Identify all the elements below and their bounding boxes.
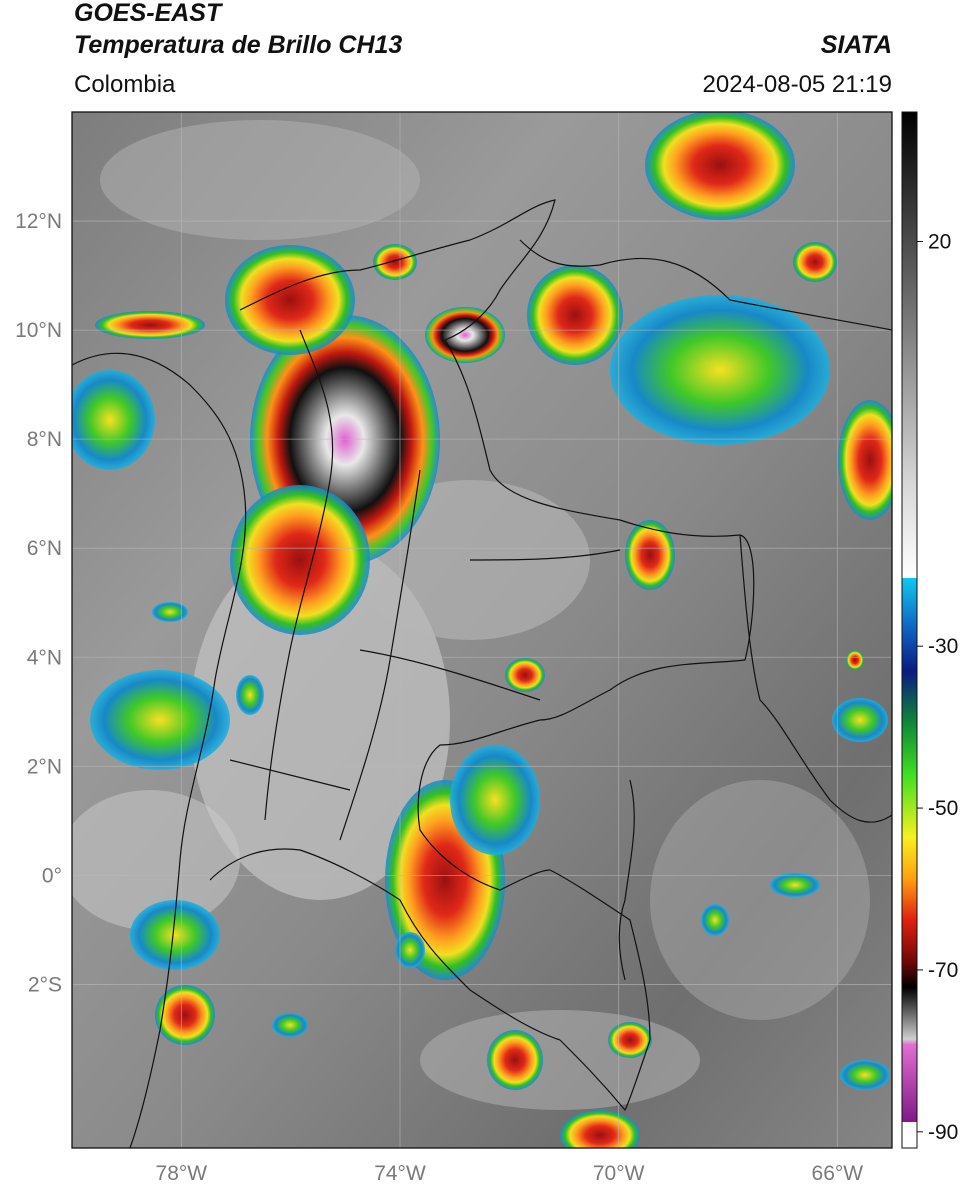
cloud-layer: [72, 112, 892, 1148]
lon-tick-label: 70°W: [593, 1162, 645, 1185]
lon-tick-label: 74°W: [374, 1162, 426, 1185]
product-title: Temperatura de Brillo CH13: [74, 31, 403, 59]
borders: [72, 199, 892, 1148]
satellite-title: GOES-EAST: [74, 0, 222, 27]
agency-label: SIATA: [820, 31, 892, 59]
lat-tick-label: 6°N: [27, 537, 62, 560]
region-label: Colombia: [74, 71, 176, 98]
lat-tick-label: 2°N: [27, 755, 62, 778]
lat-tick-label: 10°N: [15, 319, 62, 342]
colorbar-tick-label: -90: [928, 1121, 958, 1144]
colorbar-tick-label: -70: [928, 959, 958, 982]
timestamp-label: 2024-08-05 21:19: [702, 71, 893, 98]
graticule: [72, 112, 892, 1148]
lon-tick-label: 66°W: [812, 1162, 864, 1185]
lon-tick-label: 78°W: [156, 1162, 208, 1185]
lat-tick-label: 8°N: [27, 428, 62, 451]
lat-tick-label: 0°: [42, 864, 62, 887]
colorbar-tick-label: -50: [928, 797, 958, 820]
lat-tick-label: 2°S: [28, 973, 62, 996]
colorbar-tick-label: -30: [928, 635, 958, 658]
map-frame: [71, 111, 893, 1149]
lat-tick-label: 12°N: [15, 210, 62, 233]
lat-tick-label: 4°N: [27, 646, 62, 669]
colorbar-tick-label: 20: [928, 231, 951, 254]
colorbar: [901, 111, 918, 1149]
